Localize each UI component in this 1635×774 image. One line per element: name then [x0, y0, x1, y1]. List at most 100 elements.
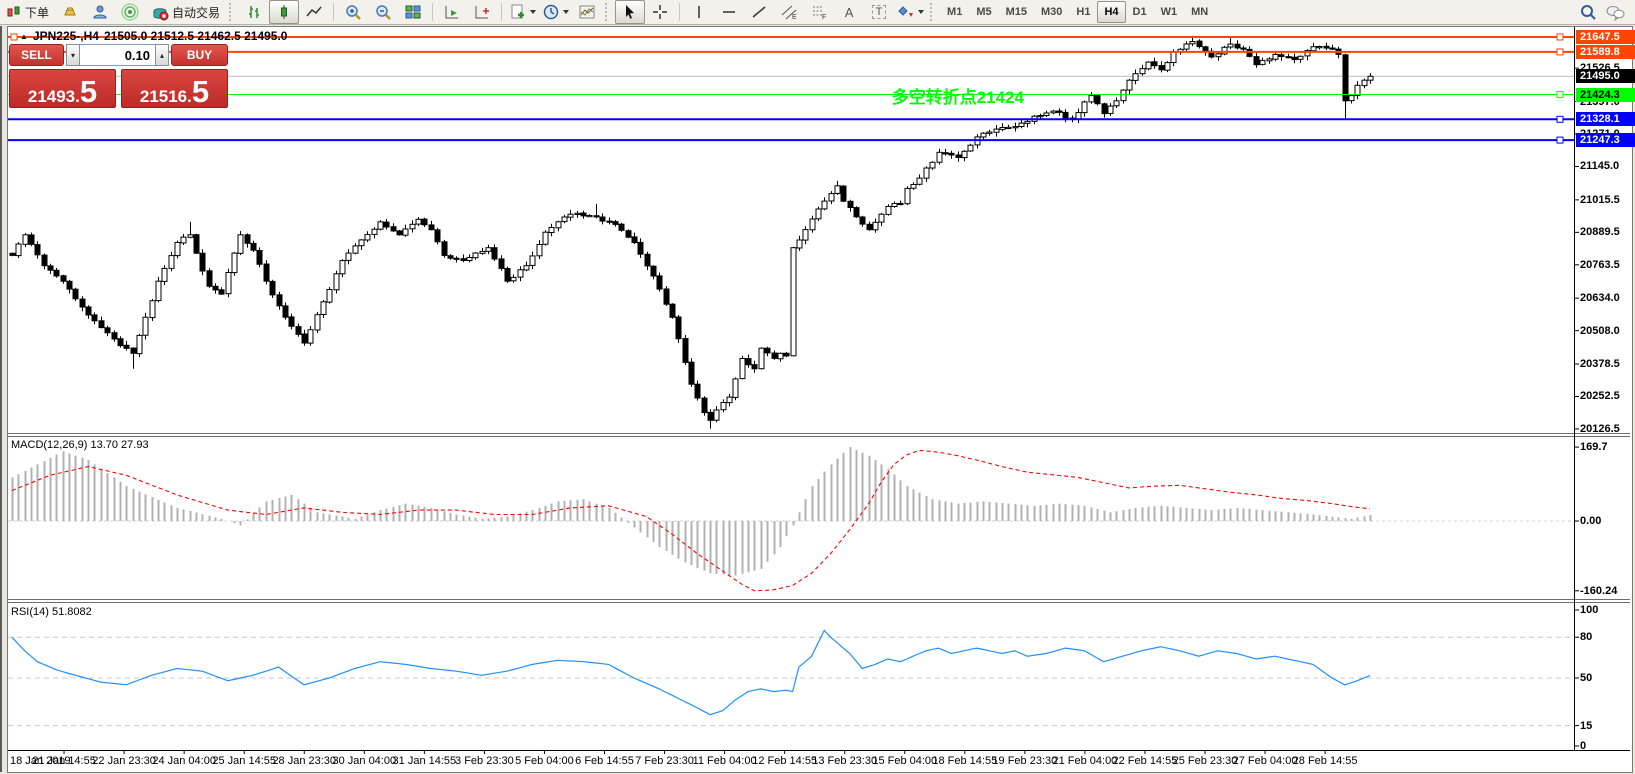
rsi-indicator-label: RSI(14) 51.8082	[11, 606, 92, 618]
bar-chart-icon	[249, 6, 260, 18]
gold-button[interactable]	[55, 0, 85, 24]
chat-icon[interactable]	[1605, 3, 1625, 21]
timeframe-H4[interactable]: H4	[1097, 1, 1126, 23]
sell-price-display[interactable]: 21493. 5	[9, 69, 116, 108]
timeframe-W1[interactable]: W1	[1160, 6, 1178, 18]
community-button[interactable]	[85, 0, 115, 24]
level-handle[interactable]	[1556, 136, 1564, 144]
new-order-icon	[7, 6, 20, 17]
tile-windows-icon	[405, 5, 421, 19]
autotrading-button[interactable]: 自动交易	[145, 0, 226, 24]
timeframe-M30[interactable]: M30	[1041, 6, 1063, 18]
timeframe-H1[interactable]: H1	[1076, 6, 1091, 18]
fibonacci-button[interactable]: F	[804, 0, 834, 24]
autotrading-label: 自动交易	[172, 5, 221, 20]
volume-input[interactable]: 0.10	[80, 44, 155, 66]
line-chart-button[interactable]	[299, 0, 329, 24]
signals-button[interactable]	[115, 0, 145, 24]
chart-symbol-period: JPN225-,H4	[32, 29, 99, 43]
text-icon: A	[844, 4, 854, 20]
price-tick: 20634.0	[1580, 292, 1620, 305]
cursor-button[interactable]	[615, 0, 646, 24]
toolbar-gripper	[605, 3, 610, 21]
date-tick-label: 25 Jan 14:55	[212, 755, 276, 767]
vertical-line-button[interactable]	[684, 0, 714, 24]
trendline-icon	[752, 6, 766, 18]
price-tick: 20378.5	[1580, 358, 1620, 371]
periods-button[interactable]	[539, 0, 572, 24]
date-tick-label: 19 Feb 23:30	[992, 755, 1058, 767]
date-tick-label: 6 Feb 14:55	[575, 755, 634, 767]
level-handle[interactable]	[1556, 48, 1564, 56]
level-handle[interactable]	[10, 33, 18, 41]
date-tick-label: 22 Feb 14:55	[1112, 755, 1178, 767]
collapse-triangle-icon[interactable]: ▲	[20, 31, 28, 41]
date-tick-label: 5 Feb 04:00	[515, 755, 574, 767]
line-chart-icon	[306, 6, 322, 17]
text-label-icon: T	[871, 5, 887, 19]
zoom-out-button[interactable]	[368, 0, 398, 24]
volume-decrease-button[interactable]: ▾	[66, 44, 80, 66]
new-order-button[interactable]: 下单	[0, 0, 55, 24]
pivot-annotation[interactable]: 多空转折点21424	[891, 88, 1024, 107]
new-chart-button[interactable]	[506, 0, 539, 24]
tile-windows-button[interactable]	[398, 0, 428, 24]
price-chart-canvas[interactable]	[8, 27, 1630, 770]
buy-price-dot: .	[187, 87, 192, 106]
channel-icon: E	[781, 5, 797, 21]
toolbar-separator	[679, 3, 681, 21]
auto-scroll-button[interactable]	[437, 0, 467, 24]
toolbar-separator	[333, 3, 335, 21]
chart-shift-icon	[475, 6, 490, 19]
level-handle[interactable]	[1556, 33, 1564, 41]
toolbar-gripper	[930, 3, 935, 21]
price-level-badge: 21424.3	[1576, 87, 1635, 102]
date-tick-label: 13 Feb 23:30	[812, 755, 878, 767]
trendline-button[interactable]	[744, 0, 774, 24]
vertical-line-icon	[698, 6, 700, 18]
text-label-button[interactable]: T	[864, 0, 894, 24]
timeframe-M5[interactable]: M5	[976, 6, 992, 18]
timeframe-M15[interactable]: M15	[1005, 6, 1027, 18]
macd-tick: -160.24	[1580, 584, 1618, 597]
date-tick-label: 12 Feb 14:55	[752, 755, 818, 767]
timeframe-M1[interactable]: M1	[947, 6, 963, 18]
date-tick-label: 28 Jan 23:30	[272, 755, 337, 767]
channel-button[interactable]: E	[774, 0, 804, 24]
window-left-edge	[0, 26, 7, 772]
sell-button[interactable]: SELL	[9, 44, 64, 66]
date-tick-label: 27 Feb 04:00	[1232, 755, 1298, 767]
level-handle[interactable]	[1556, 91, 1564, 98]
rsi-tick: 80	[1580, 631, 1593, 644]
volume-increase-button[interactable]: ▴	[155, 44, 169, 66]
bar-chart-button[interactable]	[239, 0, 269, 24]
zoom-out-icon	[376, 5, 391, 20]
shapes-button[interactable]	[894, 0, 927, 24]
toolbar-gripper	[229, 3, 234, 21]
date-tick-label: 18 Jan 2019	[10, 755, 71, 767]
community-icon	[93, 5, 107, 19]
level-handle[interactable]	[1556, 115, 1564, 123]
zoom-in-button[interactable]	[338, 0, 368, 24]
buy-button[interactable]: BUY	[171, 44, 228, 66]
buy-price-display[interactable]: 21516. 5	[121, 69, 228, 108]
crosshair-button[interactable]	[645, 0, 675, 24]
price-level-badge: 21328.1	[1576, 112, 1635, 127]
new-order-label: 下单	[25, 5, 50, 20]
date-tick-label: 21 Feb 04:00	[1052, 755, 1118, 767]
chart-shift-button[interactable]	[467, 0, 497, 24]
horizontal-line-button[interactable]	[714, 0, 744, 24]
candlestick-button[interactable]	[269, 0, 300, 24]
templates-button[interactable]	[572, 0, 602, 24]
main-toolbar: 下单 自动交易	[0, 0, 1635, 25]
auto-scroll-icon	[445, 6, 459, 19]
autotrading-icon	[153, 8, 169, 21]
price-level-badge: 21647.5	[1576, 30, 1635, 44]
macd-tick: 0.00	[1580, 515, 1602, 527]
crosshair-icon	[653, 5, 668, 19]
timeframe-MN[interactable]: MN	[1191, 6, 1209, 18]
text-button[interactable]: A	[834, 0, 864, 24]
search-icon[interactable]	[1579, 3, 1597, 21]
timeframe-D1[interactable]: D1	[1132, 6, 1147, 18]
